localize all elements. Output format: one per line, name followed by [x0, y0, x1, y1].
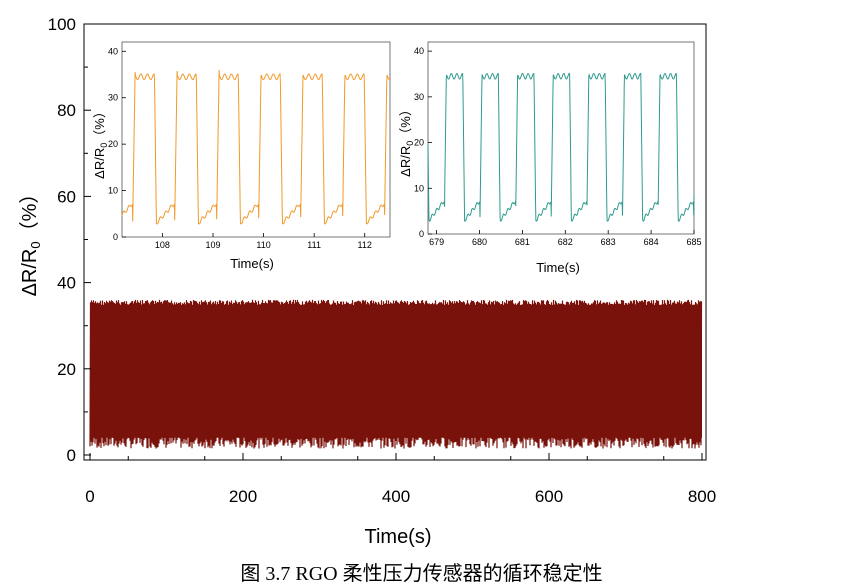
- main-y-tick-label: 0: [67, 446, 76, 465]
- inset-y-tick-label: 40: [108, 46, 118, 56]
- inset-y-tick-label: 0: [419, 229, 424, 239]
- inset-left-y-axis-title-subscript: 0: [99, 143, 109, 148]
- inset-x-tick-label: 111: [307, 240, 321, 250]
- inset-y-tick-label: 10: [108, 186, 118, 196]
- inset-y-tick-label: 30: [108, 93, 118, 103]
- main-x-tick-label: 600: [535, 487, 563, 506]
- inset-right-frame: [427, 41, 695, 235]
- inset-left-x-axis-title: Time(s): [230, 256, 274, 271]
- main-plot-frame: [83, 23, 707, 461]
- inset-x-tick-label: 680: [472, 237, 487, 247]
- main-y-axis-title-unit: （%）: [18, 184, 41, 242]
- inset-right-y-axis-title-unit: （%）: [398, 103, 413, 141]
- inset-right-ticks: 679 680 681 682 683 684 685 0 10 20 30 40: [414, 46, 702, 247]
- main-x-tick-label: 400: [382, 487, 410, 506]
- inset-x-tick-label: 679: [429, 237, 444, 247]
- inset-right-series-layer: [427, 72, 695, 222]
- inset-x-tick-label: 108: [155, 240, 170, 250]
- inset-y-tick-label: 20: [108, 139, 118, 149]
- main-series-layer: [89, 299, 703, 449]
- inset-left-ticks: 108 109 110 111 112 0 10 20 30 40: [108, 46, 372, 250]
- main-y-tick-label: 40: [57, 274, 76, 293]
- inset-left-y-axis-title: ΔR/R0（%）: [92, 105, 109, 179]
- inset-x-tick-label: 683: [601, 237, 616, 247]
- main-x-tick-label: 0: [85, 487, 94, 506]
- inset-series-line: [121, 69, 391, 225]
- main-x-tick-label: 200: [229, 487, 257, 506]
- inset-series-line: [427, 72, 695, 222]
- inset-x-tick-label: 112: [358, 240, 372, 250]
- main-series-band: [90, 306, 702, 438]
- inset-x-tick-label: 685: [686, 237, 701, 247]
- main-y-tick-label: 100: [48, 15, 76, 34]
- main-y-tick-label: 80: [57, 101, 76, 120]
- inset-y-tick-label: 0: [113, 232, 118, 242]
- inset-x-tick-label: 681: [515, 237, 530, 247]
- inset-x-tick-label: 109: [206, 240, 221, 250]
- inset-right-y-axis-title-subscript: 0: [405, 141, 415, 146]
- inset-x-tick-label: 110: [256, 240, 270, 250]
- inset-left-y-axis-title-main: ΔR/R: [92, 148, 107, 179]
- main-y-axis-title-subscript: 0: [28, 241, 43, 248]
- inset-y-tick-label: 30: [414, 92, 424, 102]
- main-y-axis-title: ΔR/R0（%）: [18, 184, 43, 297]
- inset-y-tick-label: 20: [414, 138, 424, 148]
- main-y-axis-title-main: ΔR/R: [19, 249, 41, 297]
- figure-caption: 图 3.7 RGO 柔性压力传感器的循环稳定性: [240, 563, 603, 585]
- inset-left-y-axis-title-unit: （%）: [92, 105, 107, 143]
- inset-left-frame: [121, 41, 391, 238]
- inset-left-series-layer: [121, 69, 391, 225]
- inset-right-x-axis-title: Time(s): [536, 260, 580, 275]
- inset-right-chart: 679 680 681 682 683 684 685 0 10 20 30 40 Time(s) Δ…: [398, 41, 702, 275]
- main-y-tick-label: 60: [57, 187, 76, 206]
- main-x-axis-title: Time(s): [364, 526, 431, 548]
- inset-right-y-axis-title-main: ΔR/R: [398, 146, 413, 177]
- main-y-tick-label: 20: [57, 360, 76, 379]
- inset-right-y-axis-title: ΔR/R0（%）: [398, 103, 415, 177]
- inset-y-tick-label: 40: [414, 46, 424, 56]
- inset-x-tick-label: 682: [558, 237, 573, 247]
- main-x-tick-label: 800: [688, 487, 716, 506]
- inset-y-tick-label: 10: [414, 183, 424, 193]
- inset-x-tick-label: 684: [644, 237, 659, 247]
